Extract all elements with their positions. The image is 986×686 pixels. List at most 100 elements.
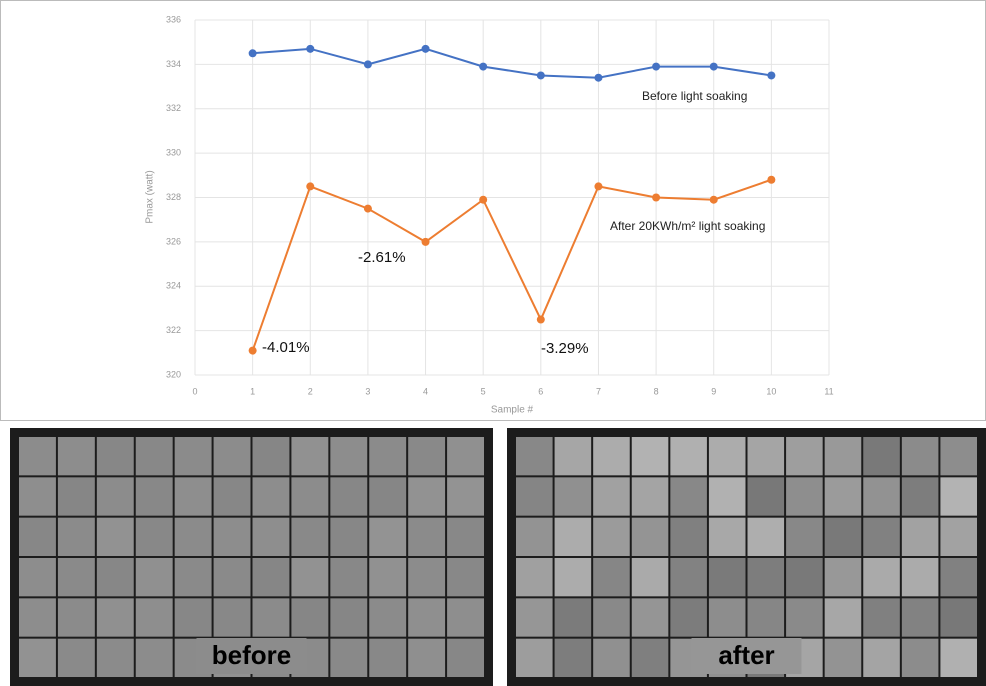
panel-cell	[516, 437, 553, 475]
data-point	[306, 182, 314, 190]
panel-cell	[175, 558, 212, 596]
panel-cell	[825, 518, 862, 556]
panel-cell	[19, 437, 56, 475]
panel-cell	[97, 598, 134, 636]
panel-cell	[447, 477, 484, 515]
panel-cell	[58, 477, 95, 515]
panel-cell	[825, 639, 862, 677]
panel-cell	[670, 598, 707, 636]
x-tick-label: 8	[654, 386, 659, 396]
panel-cell	[902, 477, 939, 515]
y-tick-label: 332	[166, 103, 181, 113]
panel-cell	[214, 598, 251, 636]
panel-cell	[447, 518, 484, 556]
panel-cell	[175, 477, 212, 515]
panel-cell	[214, 477, 251, 515]
panel-cell	[940, 477, 977, 515]
data-point	[767, 71, 775, 79]
y-tick-label: 330	[166, 148, 181, 158]
panel-cell	[58, 437, 95, 475]
panel-cell	[670, 558, 707, 596]
panel-cell	[748, 558, 785, 596]
data-point	[767, 176, 775, 184]
panel-cell	[709, 518, 746, 556]
panel-cell	[748, 477, 785, 515]
y-tick-label: 336	[166, 14, 181, 24]
panel-cell	[748, 598, 785, 636]
panel-cell	[447, 437, 484, 475]
x-axis-label: Sample #	[491, 405, 534, 416]
x-tick-label: 4	[423, 386, 428, 396]
x-tick-label: 11	[824, 386, 833, 396]
panel-cell	[408, 639, 445, 677]
x-tick-label: 0	[192, 386, 197, 396]
panel-cell	[940, 558, 977, 596]
panel-cell	[19, 598, 56, 636]
panel-cell	[408, 518, 445, 556]
panel-cell	[330, 639, 367, 677]
panel-cell	[670, 518, 707, 556]
panel-cell	[786, 518, 823, 556]
series-line	[253, 49, 772, 78]
panel-cell	[748, 437, 785, 475]
y-tick-label: 320	[166, 369, 181, 379]
panel-cell	[330, 518, 367, 556]
panel-cell	[825, 437, 862, 475]
panel-cell	[214, 558, 251, 596]
panel-cell	[902, 598, 939, 636]
panel-cell	[136, 477, 173, 515]
panel-cell	[447, 558, 484, 596]
data-point	[306, 45, 314, 53]
panel-cell	[253, 598, 290, 636]
x-tick-label: 9	[711, 386, 716, 396]
panel-cell	[291, 437, 328, 475]
y-tick-label: 322	[166, 325, 181, 335]
panel-cell	[330, 437, 367, 475]
panel-cell	[593, 437, 630, 475]
image-label: before	[212, 640, 291, 670]
panel-cell	[555, 518, 592, 556]
data-point	[594, 74, 602, 82]
data-point	[710, 63, 718, 71]
panel-cell	[447, 639, 484, 677]
panel-cell	[670, 477, 707, 515]
panel-cell	[516, 518, 553, 556]
panel-cell	[555, 558, 592, 596]
panel-cell	[593, 558, 630, 596]
data-point	[479, 63, 487, 71]
panel-image: before	[10, 428, 493, 686]
panel-cell	[709, 558, 746, 596]
panel-cell	[330, 558, 367, 596]
data-point	[364, 205, 372, 213]
annotation: -2.61%	[358, 249, 406, 266]
panel-cell	[555, 477, 592, 515]
panel-cell	[369, 639, 406, 677]
panel-cell	[902, 639, 939, 677]
panel-cell	[291, 477, 328, 515]
panel-cell	[408, 558, 445, 596]
panel-cell	[786, 558, 823, 596]
panel-cell	[709, 437, 746, 475]
panel-cell	[330, 598, 367, 636]
panel-cell	[825, 477, 862, 515]
panel-cell	[786, 598, 823, 636]
panel-cell	[369, 598, 406, 636]
panel-cell	[593, 639, 630, 677]
panel-cell	[175, 598, 212, 636]
panel-cell	[97, 639, 134, 677]
panel-cell	[253, 477, 290, 515]
series-label: After 20KWh/m² light soaking	[610, 219, 765, 233]
x-tick-label: 5	[481, 386, 486, 396]
panel-cell	[291, 598, 328, 636]
series-line	[253, 180, 772, 351]
panel-cell	[136, 639, 173, 677]
data-point	[710, 196, 718, 204]
panel-cell	[408, 477, 445, 515]
panel-cell	[593, 477, 630, 515]
panel-cell	[369, 518, 406, 556]
data-point	[479, 196, 487, 204]
data-point	[652, 63, 660, 71]
panel-cell	[863, 518, 900, 556]
panel-cell	[58, 558, 95, 596]
panel-cell	[58, 639, 95, 677]
